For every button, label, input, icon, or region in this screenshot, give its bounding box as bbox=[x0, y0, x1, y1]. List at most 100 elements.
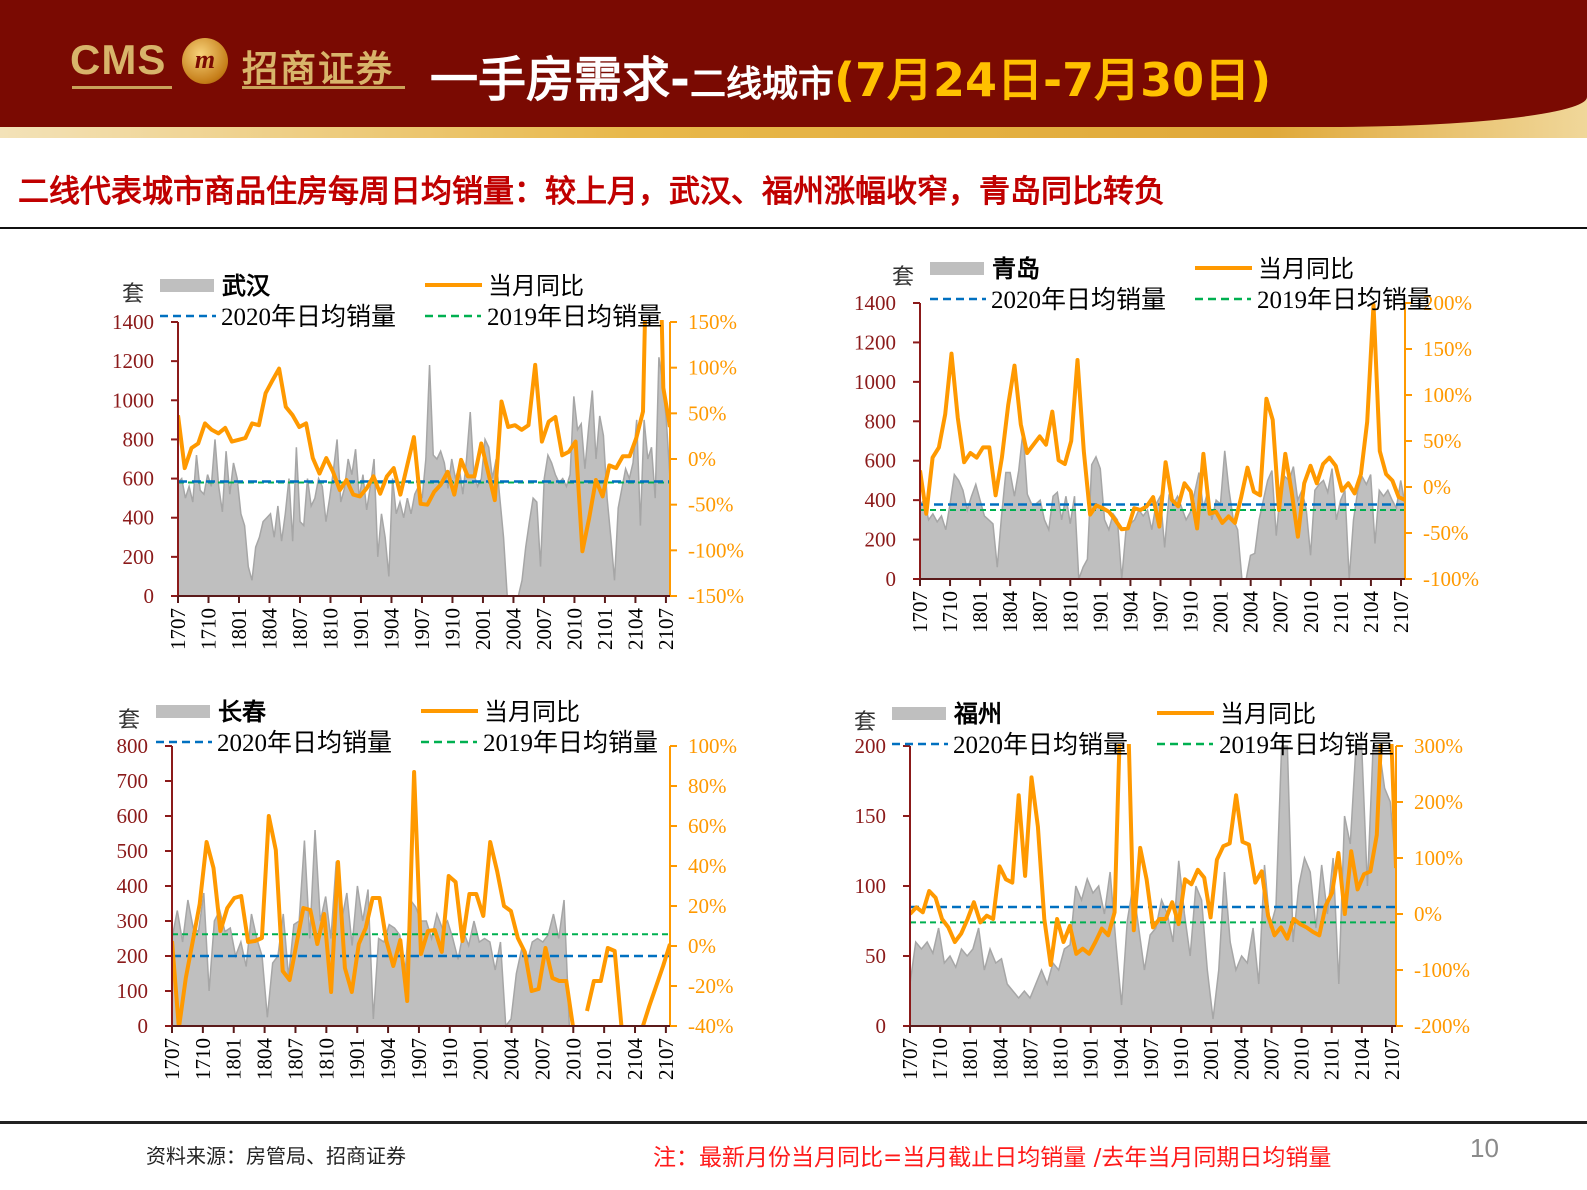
legend-2019-label: 2019年日均销量 bbox=[1219, 731, 1394, 759]
left-tick-label: 100 bbox=[855, 874, 887, 898]
chart-3: 0 50 100 150 200 -200% -100% 0% 100% 200% 300% 1707… bbox=[854, 701, 1470, 1081]
right-tick-label: 100% bbox=[1423, 383, 1472, 407]
sales-area bbox=[177, 357, 671, 597]
x-tick-label: 1810 bbox=[318, 608, 342, 650]
x-tick-label: 2007 bbox=[1259, 1038, 1283, 1080]
x-tick-label: 2107 bbox=[654, 1038, 678, 1080]
left-tick-label: 1400 bbox=[854, 291, 896, 315]
x-tick-label: 1907 bbox=[407, 1038, 431, 1080]
x-tick-label: 1804 bbox=[253, 1038, 277, 1081]
x-tick-label: 1707 bbox=[166, 608, 190, 650]
right-tick-label: 100% bbox=[688, 356, 737, 380]
x-tick-label: 2101 bbox=[593, 608, 617, 650]
logo-underline-cn bbox=[242, 86, 405, 89]
right-tick-label: -100% bbox=[688, 538, 744, 562]
legend-2019-label: 2019年日均销量 bbox=[487, 303, 662, 331]
legend-area-swatch bbox=[892, 707, 946, 720]
legend-area-label: 长春 bbox=[218, 699, 266, 726]
x-tick-label: 1901 bbox=[1079, 1038, 1103, 1080]
y-unit-label: 套 bbox=[118, 707, 140, 732]
x-tick-label: 1910 bbox=[1169, 1038, 1193, 1080]
x-tick-label: 2001 bbox=[471, 608, 495, 650]
right-tick-label: 200% bbox=[1414, 790, 1463, 814]
page-number: 10 bbox=[1470, 1133, 1499, 1163]
x-tick-label: 1904 bbox=[1109, 1038, 1133, 1081]
right-tick-label: -20% bbox=[688, 974, 734, 998]
x-tick-label: 1910 bbox=[440, 608, 464, 650]
x-tick-label: 2104 bbox=[623, 608, 647, 651]
yoy-line bbox=[172, 770, 575, 1026]
x-tick-label: 1801 bbox=[227, 608, 251, 650]
logo-underline bbox=[72, 86, 172, 89]
x-tick-label: 1801 bbox=[222, 1038, 246, 1080]
legend-area-label: 武汉 bbox=[222, 273, 271, 300]
left-tick-label: 600 bbox=[123, 467, 155, 491]
x-tick-label: 2004 bbox=[1239, 591, 1263, 634]
x-tick-label: 1810 bbox=[1058, 591, 1082, 633]
chart-0: 0 200 400 600 800 1000 1200 1400 -150% -100% -50% 0… bbox=[112, 273, 744, 651]
y-unit-label: 套 bbox=[892, 264, 914, 289]
legend-area-swatch bbox=[930, 262, 984, 275]
legend-2019-label: 2019年日均销量 bbox=[483, 729, 658, 757]
legend-yoy-label: 当月同比 bbox=[1220, 701, 1316, 728]
legend-area-swatch bbox=[156, 705, 210, 718]
x-tick-label: 1804 bbox=[988, 1038, 1012, 1081]
legend-2020-label: 2020年日均销量 bbox=[991, 286, 1166, 314]
left-tick-label: 200 bbox=[117, 944, 149, 968]
left-tick-label: 200 bbox=[123, 545, 155, 569]
legend-area-swatch bbox=[160, 279, 214, 292]
right-tick-label: -50% bbox=[688, 493, 734, 517]
x-tick-label: 1710 bbox=[196, 608, 220, 650]
x-tick-label: 1810 bbox=[314, 1038, 338, 1080]
yoy-line bbox=[178, 320, 670, 554]
left-tick-label: 1000 bbox=[112, 388, 154, 412]
x-tick-label: 2010 bbox=[561, 1038, 585, 1080]
x-tick-label: 2010 bbox=[1299, 591, 1323, 633]
x-tick-label: 2001 bbox=[1209, 591, 1233, 633]
x-tick-label: 2007 bbox=[530, 1038, 554, 1080]
legend-2020-label: 2020年日均销量 bbox=[953, 731, 1128, 759]
x-tick-label: 1707 bbox=[908, 591, 932, 633]
left-tick-label: 800 bbox=[865, 409, 897, 433]
x-tick-label: 2104 bbox=[1359, 591, 1383, 634]
header-band bbox=[0, 0, 1587, 127]
x-tick-label: 2101 bbox=[592, 1038, 616, 1080]
left-tick-label: 1200 bbox=[854, 330, 896, 354]
x-tick-label: 1810 bbox=[1049, 1038, 1073, 1080]
left-tick-label: 1200 bbox=[112, 349, 154, 373]
left-tick-label: 150 bbox=[855, 804, 887, 828]
x-tick-label: 2001 bbox=[1199, 1038, 1223, 1080]
left-tick-label: 800 bbox=[117, 734, 149, 758]
left-tick-label: 700 bbox=[117, 769, 149, 793]
left-tick-label: 400 bbox=[865, 488, 897, 512]
chart-1: 0 200 400 600 800 1000 1200 1400 -100% -50% 0% 50% 1… bbox=[854, 255, 1479, 633]
right-tick-label: 0% bbox=[1414, 902, 1442, 926]
right-tick-label: -100% bbox=[1423, 567, 1479, 591]
x-tick-label: 1710 bbox=[938, 591, 962, 633]
x-tick-label: 1707 bbox=[160, 1038, 184, 1080]
divider-top bbox=[0, 227, 1587, 229]
legend-yoy-label: 当月同比 bbox=[488, 273, 584, 300]
sales-area bbox=[919, 431, 1406, 580]
yoy-line bbox=[585, 946, 624, 1026]
page-title: 一手房需求-二线城市(7月24日-7月30日) bbox=[430, 40, 1271, 110]
title-sub: 二线城市 bbox=[689, 64, 834, 105]
right-tick-label: -100% bbox=[1414, 958, 1470, 982]
left-tick-label: 0 bbox=[138, 1014, 149, 1038]
yoy-line bbox=[910, 744, 1396, 967]
right-tick-label: 50% bbox=[1423, 429, 1462, 453]
left-tick-label: 600 bbox=[865, 449, 897, 473]
left-tick-label: 300 bbox=[117, 909, 149, 933]
x-tick-label: 1901 bbox=[1088, 591, 1112, 633]
x-tick-label: 1710 bbox=[928, 1038, 952, 1080]
right-tick-label: 300% bbox=[1414, 734, 1463, 758]
left-tick-label: 800 bbox=[123, 427, 155, 451]
x-tick-label: 2007 bbox=[532, 608, 556, 650]
legend-yoy-label: 当月同比 bbox=[1258, 256, 1354, 283]
right-tick-label: 0% bbox=[688, 934, 716, 958]
left-tick-label: 400 bbox=[123, 506, 155, 530]
right-tick-label: 150% bbox=[1423, 337, 1472, 361]
x-tick-label: 1901 bbox=[345, 1038, 369, 1080]
y-unit-label: 套 bbox=[854, 709, 876, 734]
left-tick-label: 500 bbox=[117, 839, 149, 863]
